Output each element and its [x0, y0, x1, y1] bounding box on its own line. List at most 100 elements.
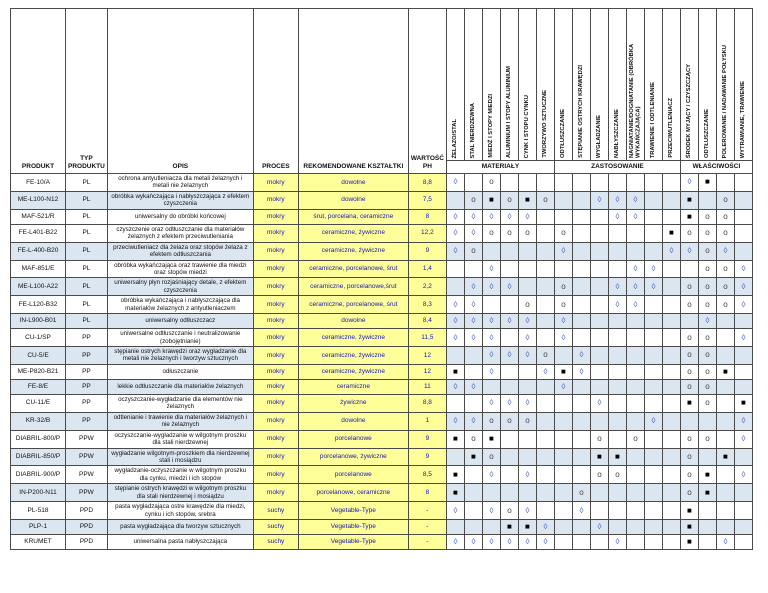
mark-cell-polerowanie-nadawanie-polysku: ◊ [715, 241, 735, 261]
col-header-przeciwutleniacz: PRZECIWUTLENIACZ [661, 8, 681, 161]
mark-cell-aluminium-i-stopy-aluminium: ◊ [499, 208, 519, 225]
product-cell: DIABRIL-800/P [10, 429, 66, 449]
mark-cell-odtluszczanie-wlasciwosc: o [697, 259, 717, 279]
mark-cell-cynk-i-stopy-cynku: ◊ [517, 465, 537, 485]
mark-cell-polerowanie-nadawanie-polysku: o [715, 190, 735, 210]
mark-cell-tworzywo-sztuczne: o [535, 346, 555, 365]
process-cell: mokry [252, 190, 299, 210]
mark-cell-stal-nierdzewna [463, 465, 483, 485]
desc-cell: lekkie odtłuszczanie dla materiałów żela… [106, 378, 254, 395]
mark-cell-stepianie-ostrych-krawedzi: ◊ [571, 501, 591, 520]
product-cell: PL-518 [10, 501, 66, 520]
product-cell: CU-5/E [10, 346, 66, 365]
desc-cell: odłuszczanie [106, 363, 254, 380]
product-cell: KR-32/B [10, 411, 66, 431]
mark-cell-cynk-i-stopy-cynku: o [517, 223, 537, 243]
mark-cell-nagniatanie-dogniatanie [625, 393, 645, 413]
mark-cell-stal-nierdzewna [463, 501, 483, 520]
mark-cell-przeciwutleniacz [661, 173, 681, 192]
mark-cell-polerowanie-nadawanie-polysku: ■ [715, 447, 735, 467]
mark-cell-nagniatanie-dogniatanie [625, 519, 645, 535]
mark-cell-wygladzanie [589, 173, 609, 192]
product-cell: CU-11/E [10, 393, 66, 413]
mark-cell-stal-nierdzewna [463, 173, 483, 192]
mark-cell-przeciwutleniacz [661, 363, 681, 380]
mark-cell-srodek-myjacy-czyszczacy [679, 411, 699, 431]
mark-cell-srodek-myjacy-czyszczacy: o [679, 465, 699, 485]
page: PRODUKT TYP PRODUKTU OPIS PROCES REKOMEN… [10, 8, 753, 550]
mark-cell-wytrawianie-trawienie [733, 208, 753, 225]
mark-cell-nablyszczanie: ◊ [607, 295, 627, 315]
process-cell: suchy [252, 519, 299, 535]
mark-cell-srodek-myjacy-czyszczacy: ■ [679, 534, 699, 550]
mark-cell-zelazo-stal: ◊ [445, 534, 465, 550]
mark-cell-nagniatanie-dogniatanie [625, 313, 645, 330]
mark-cell-odtluszczanie-wlasciwosc [697, 411, 717, 431]
mark-cell-stal-nierdzewna: ◊ [463, 223, 483, 243]
mark-cell-odtluszczanie: o [553, 295, 573, 315]
mark-cell-zelazo-stal: ■ [445, 363, 465, 380]
mark-cell-trawienie-i-odtlenianie [643, 501, 663, 520]
mark-cell-wytrawianie-trawienie [733, 501, 753, 520]
process-cell: mokry [252, 378, 299, 395]
mark-cell-odtluszczanie-wlasciwosc: o [697, 328, 717, 347]
mark-cell-stepianie-ostrych-krawedzi: o [571, 483, 591, 503]
rotated-label: STAL NIERDZEWNA [470, 102, 477, 159]
mark-cell-nablyszczanie [607, 363, 627, 380]
mark-cell-trawienie-i-odtlenianie [643, 534, 663, 550]
desc-cell: obróbka wykańczająca i nabłyszczająca dl… [106, 295, 254, 315]
product-cell: KRUMET [10, 534, 66, 550]
mark-cell-miedz-i-stopy-miedzi: ◊ [481, 363, 501, 380]
table-row: FE-L120-B32 PL obróbka wykańczająca i nabł… [10, 295, 753, 315]
mark-cell-srodek-myjacy-czyszczacy: ◊ [679, 241, 699, 261]
mark-cell-wygladzanie: o [589, 465, 609, 485]
mark-cell-nagniatanie-dogniatanie [625, 328, 645, 347]
desc-cell: stępianie ostrych krawędzi w wilgotnym p… [106, 483, 254, 503]
mark-cell-stepianie-ostrych-krawedzi [571, 328, 591, 347]
col-header-zelazo-stal: ŻELAZO/STAL [445, 8, 465, 161]
table-row: CU-11/E PP oczyszczanie-wygładzanie dla el… [10, 393, 753, 413]
mark-cell-polerowanie-nadawanie-polysku: ■ [715, 363, 735, 380]
shapes-cell: dowolne [297, 313, 409, 330]
table-row: DIABRIL-850/P PPW wygładzanie wilgotnym-pr… [10, 447, 753, 467]
ph-cell: 11 [407, 378, 447, 395]
mark-cell-tworzywo-sztuczne [535, 429, 555, 449]
mark-cell-stal-nierdzewna: ◊ [463, 313, 483, 330]
table-row: CU-1/SP PP uniwersalne odtłuszczanie i neu… [10, 328, 753, 347]
mark-cell-odtluszczanie-wlasciwosc: o [697, 277, 717, 297]
mark-cell-przeciwutleniacz: ■ [661, 223, 681, 243]
col-header-srodek-myjacy-czyszczacy: ŚRODEK MYJĄCY / CZYSZCZĄCY [679, 8, 699, 161]
mark-cell-srodek-myjacy-czyszczacy: ■ [679, 208, 699, 225]
ph-cell: 8 [407, 483, 447, 503]
col-header-cynk-i-stopy-cynku: CYNK I STOPU CYNKU [517, 8, 537, 161]
mark-cell-stal-nierdzewna: ◊ [463, 378, 483, 395]
shapes-cell: ceramiczne, żywiczne [297, 241, 409, 261]
desc-cell: uniwersalne odtłuszczanie i neutralizowa… [106, 328, 254, 347]
mark-cell-srodek-myjacy-czyszczacy: o [679, 378, 699, 395]
mark-cell-odtluszczanie [553, 447, 573, 467]
shapes-cell: Vegetable-Type [297, 501, 409, 520]
ph-cell: - [407, 519, 447, 535]
process-cell: mokry [252, 208, 299, 225]
mark-cell-cynk-i-stopy-cynku [517, 241, 537, 261]
mark-cell-aluminium-i-stopy-aluminium: ■ [499, 519, 519, 535]
process-cell: suchy [252, 534, 299, 550]
mark-cell-cynk-i-stopy-cynku: ■ [517, 519, 537, 535]
rotated-label: STĘPIANIE OSTRYCH KRAWĘDZI [578, 65, 585, 158]
mark-cell-srodek-myjacy-czyszczacy: o [679, 363, 699, 380]
mark-cell-przeciwutleniacz [661, 501, 681, 520]
desc-cell: odtlenianie i trawienie dla materiałów ż… [106, 411, 254, 431]
mark-cell-srodek-myjacy-czyszczacy [679, 313, 699, 330]
mark-cell-srodek-myjacy-czyszczacy: ■ [679, 519, 699, 535]
mark-cell-aluminium-i-stopy-aluminium: o [499, 223, 519, 243]
mark-cell-cynk-i-stopy-cynku: o [517, 411, 537, 431]
mark-cell-aluminium-i-stopy-aluminium [499, 328, 519, 347]
ph-cell: 12 [407, 363, 447, 380]
ph-cell: 9 [407, 241, 447, 261]
mark-cell-zelazo-stal [445, 346, 465, 365]
mark-cell-nablyszczanie [607, 378, 627, 395]
mark-cell-wygladzanie: ◊ [589, 190, 609, 210]
mark-cell-cynk-i-stopy-cynku [517, 447, 537, 467]
product-cell: FE-8/E [10, 378, 66, 395]
mark-cell-miedz-i-stopy-miedzi: o [481, 173, 501, 192]
